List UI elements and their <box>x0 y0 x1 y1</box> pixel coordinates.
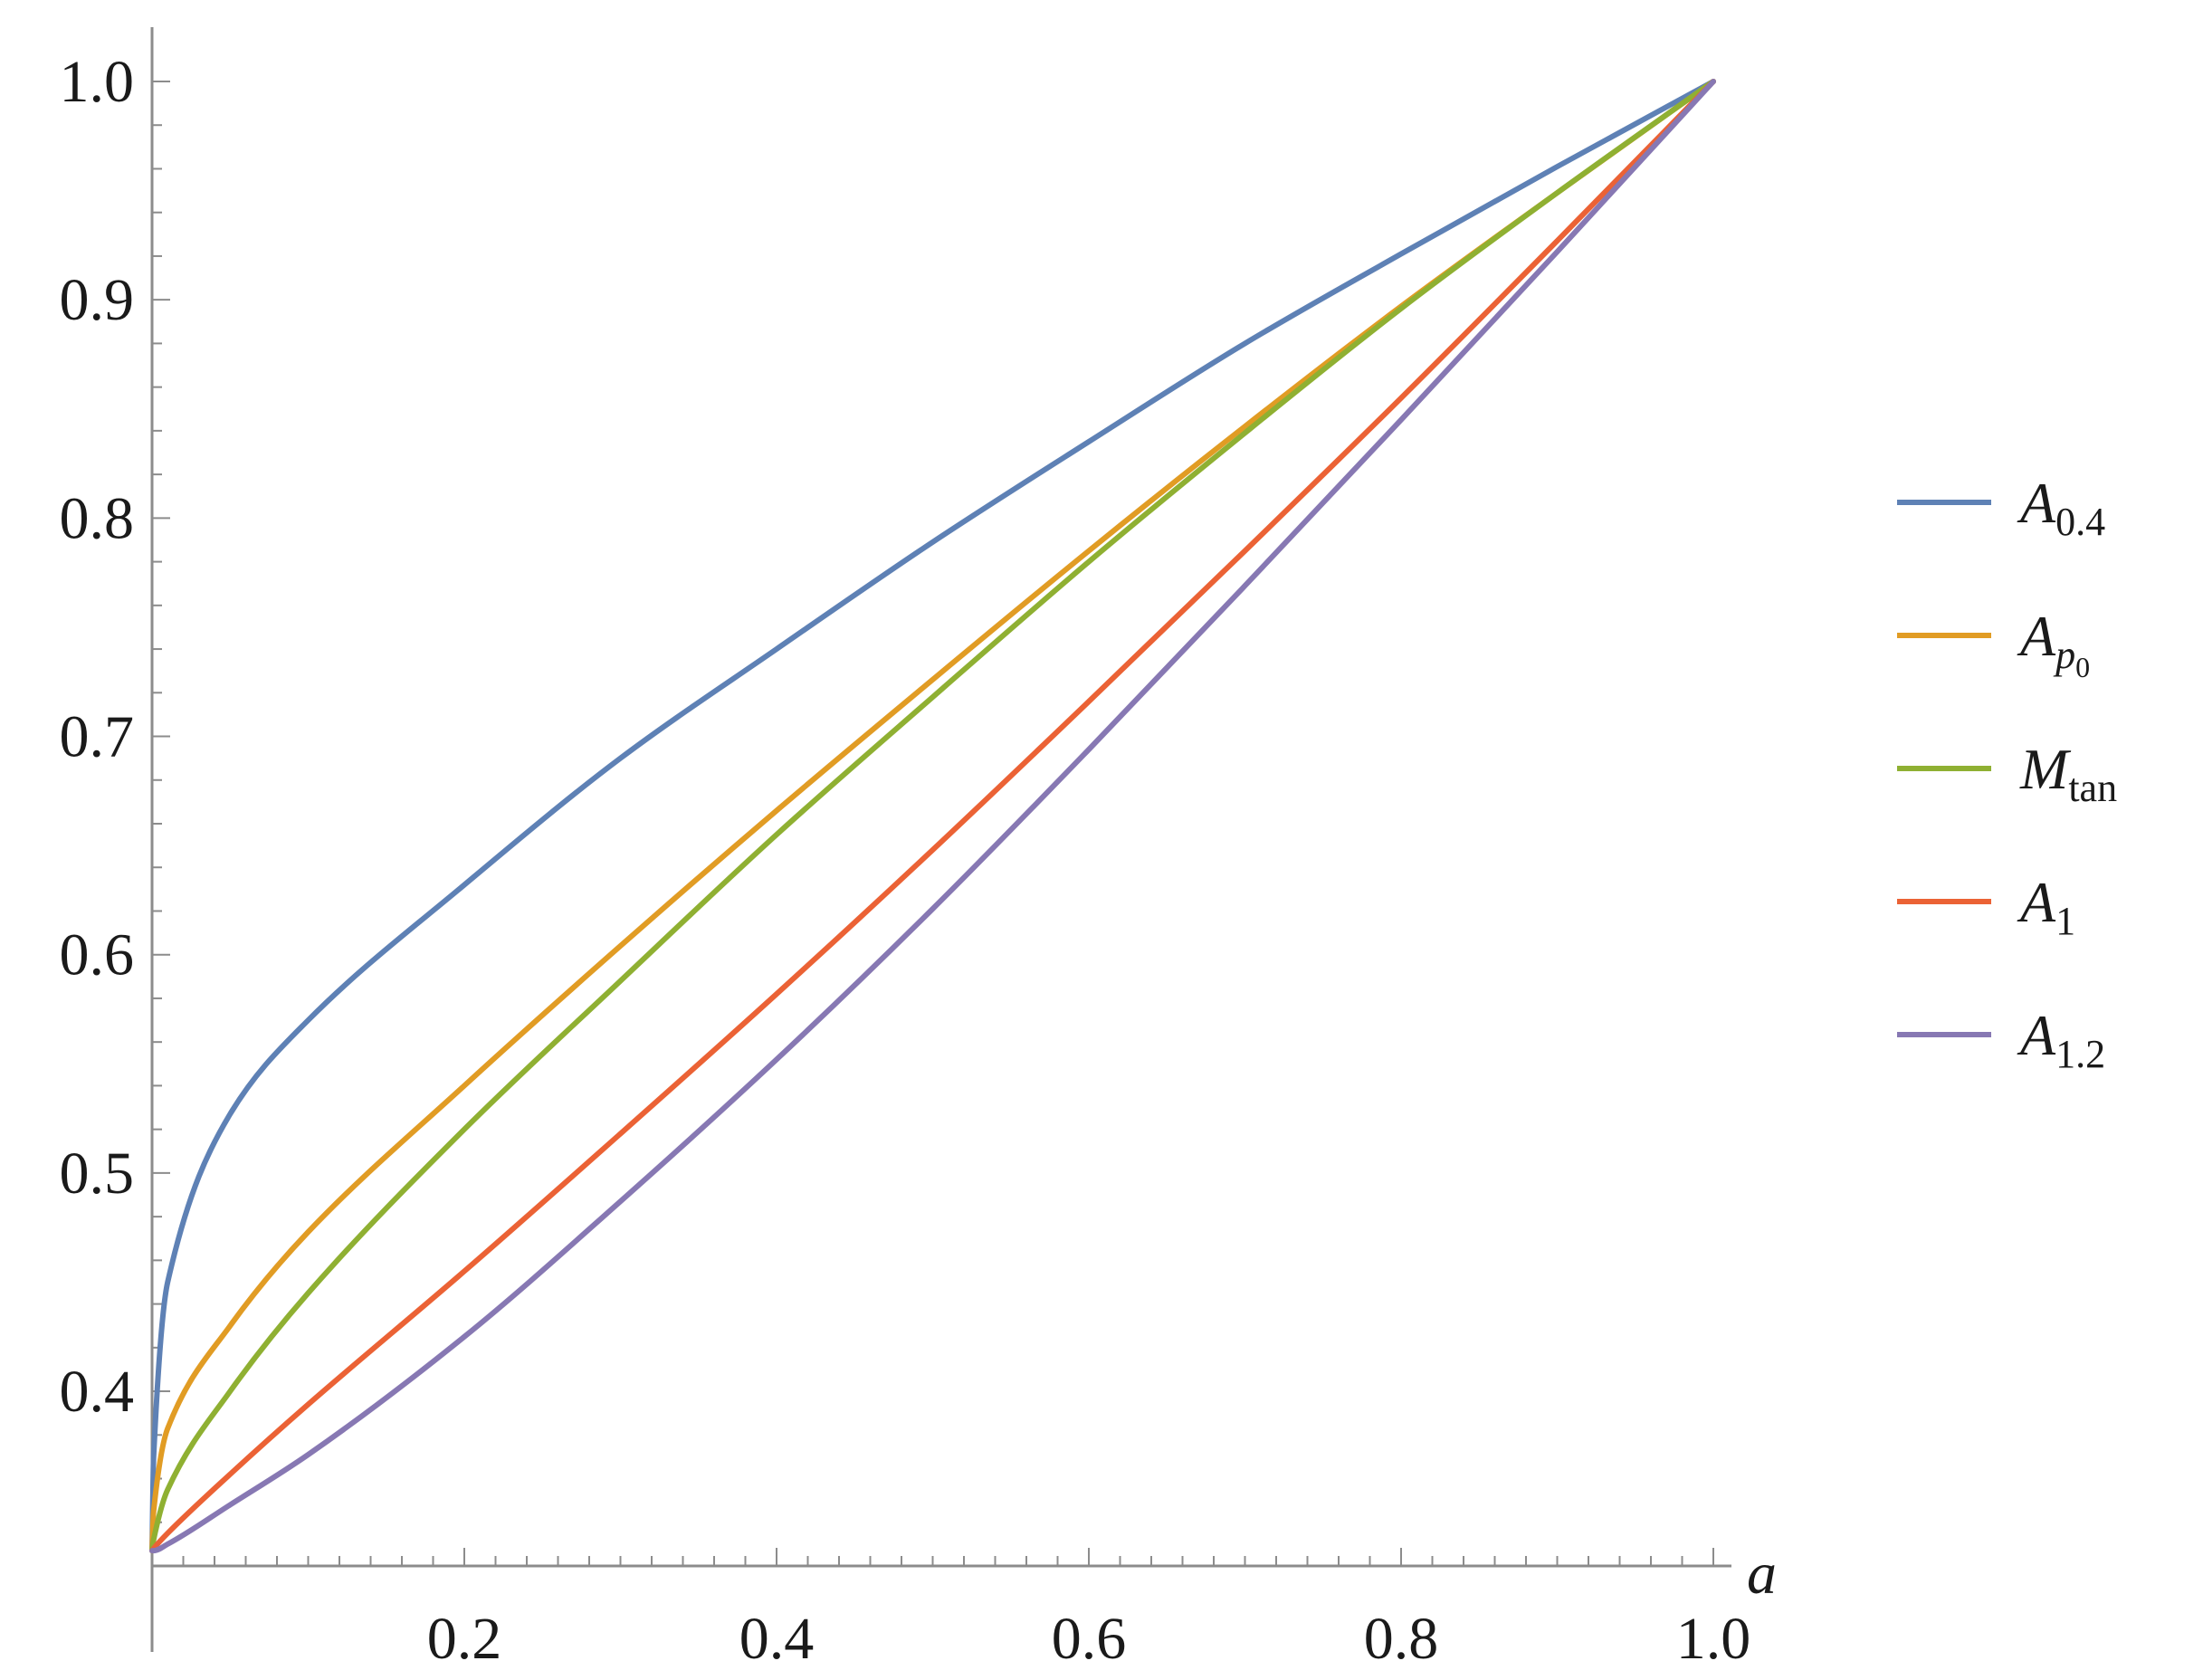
y-tick-label: 0.8 <box>60 485 135 551</box>
x-tick-label: 1.0 <box>1676 1606 1751 1672</box>
y-tick-label: 1.0 <box>60 49 135 115</box>
y-tick-label: 0.6 <box>60 922 135 988</box>
series-line <box>149 79 1716 1554</box>
legend-item: Ap0 <box>1897 604 2090 683</box>
legend-label: Mtan <box>2019 737 2117 810</box>
x-tick-label: 0.6 <box>1052 1606 1127 1672</box>
x-axis-title: a <box>1747 1541 1777 1607</box>
x-tick-labels: 0.2 0.4 0.6 0.8 1.0 <box>427 1606 1751 1672</box>
y-tick-labels: 0.4 0.5 0.6 0.7 0.8 0.9 1.0 <box>60 49 135 1425</box>
legend-item: A1 <box>1897 870 2075 943</box>
y-tick-label: 0.9 <box>60 267 135 333</box>
series-line <box>149 79 1716 1554</box>
legend-item: Mtan <box>1897 737 2117 810</box>
series-line <box>149 79 1716 1554</box>
legend-item: A0.4 <box>1897 471 2105 544</box>
legend-label: A1.2 <box>2017 1003 2105 1076</box>
series-line <box>149 79 1716 1554</box>
x-tick-label: 0.2 <box>427 1606 502 1672</box>
legend-item: A1.2 <box>1897 1003 2105 1076</box>
legend-label: Ap0 <box>2017 604 2090 683</box>
y-tick-label: 0.7 <box>60 704 135 770</box>
legend: A0.4 Ap0 Mtan A1 A1.2 <box>1897 471 2117 1076</box>
y-tick-label: 0.4 <box>60 1359 135 1425</box>
x-tick-label: 0.8 <box>1364 1606 1439 1672</box>
legend-label: A1 <box>2017 870 2075 943</box>
legend-label: A0.4 <box>2017 471 2105 544</box>
series-line <box>149 79 1716 1554</box>
x-tick-label: 0.4 <box>739 1606 815 1672</box>
y-tick-label: 0.5 <box>60 1141 135 1207</box>
minor-ticks <box>152 81 1714 1567</box>
series-lines <box>149 79 1716 1554</box>
